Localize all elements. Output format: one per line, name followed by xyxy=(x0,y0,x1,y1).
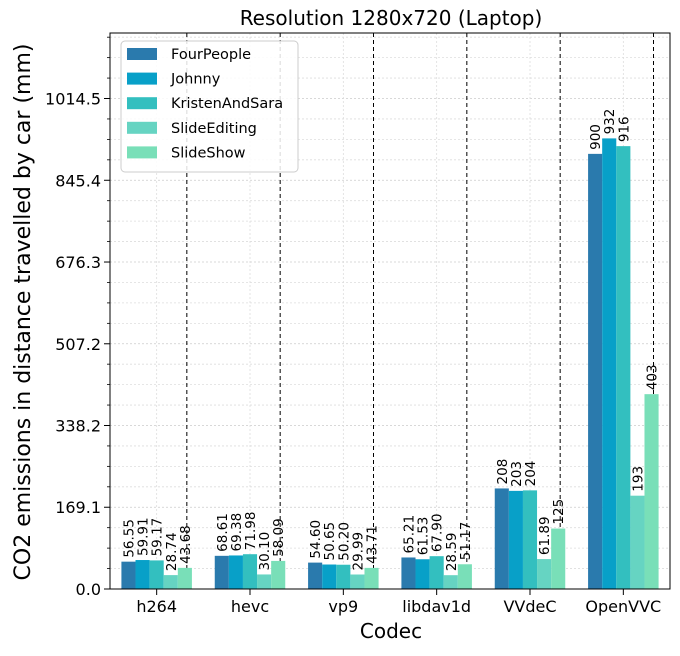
bar xyxy=(415,559,430,589)
bar xyxy=(616,146,631,589)
bar-value-label: 125 xyxy=(551,499,567,525)
bar-value-label: 59.17 xyxy=(150,518,166,557)
bar-value-label: 50.65 xyxy=(322,522,338,561)
bar xyxy=(336,564,351,589)
y-tick-label: 845.4 xyxy=(55,171,101,190)
bar-value-label: 71.98 xyxy=(243,512,259,551)
legend-box xyxy=(120,40,299,173)
bar xyxy=(135,560,150,589)
legend-label: SlideEditing xyxy=(171,121,257,137)
legend-swatch xyxy=(127,146,157,159)
bar xyxy=(271,560,286,589)
bar xyxy=(308,562,323,589)
bars-layer xyxy=(121,138,659,589)
y-tick-label: 0.0 xyxy=(76,580,101,599)
bar xyxy=(443,575,458,589)
bar-value-label: 28.59 xyxy=(444,533,460,572)
x-tick-label: vp9 xyxy=(328,597,358,616)
bar-value-label: 28.74 xyxy=(164,532,180,571)
y-tick-label: 507.2 xyxy=(55,335,101,354)
x-tick-label: h264 xyxy=(136,597,177,616)
bar xyxy=(214,555,229,589)
legend-swatch xyxy=(127,121,157,134)
y-axis-label: CO2 emissions in distance travelled by c… xyxy=(11,44,36,581)
x-tick-label: libdav1d xyxy=(402,597,471,616)
bar-value-label: 403 xyxy=(645,364,661,390)
bar-value-label: 67.90 xyxy=(430,514,446,553)
bar xyxy=(163,575,178,589)
bar xyxy=(228,555,243,589)
legend-label: SlideShow xyxy=(171,145,246,161)
legend-swatch xyxy=(127,72,157,85)
bar xyxy=(242,554,258,589)
bar xyxy=(322,564,337,589)
bar xyxy=(121,561,136,589)
bar-value-label: 58.09 xyxy=(271,518,287,557)
bar-value-label: 43.71 xyxy=(365,525,381,564)
bar xyxy=(494,488,509,589)
bar-value-label: 68.61 xyxy=(215,513,231,552)
bar xyxy=(401,557,416,589)
bar-value-label: 43.68 xyxy=(178,525,194,564)
bar-value-label: 916 xyxy=(616,116,632,142)
legend-swatch xyxy=(127,48,157,60)
bar xyxy=(630,495,645,589)
axes-layer: 0.0 169.1 338.2 507.2 676.3 845.4 1014.5 h264 he… xyxy=(45,32,671,616)
bar xyxy=(522,490,538,589)
bar xyxy=(457,564,472,589)
bar-value-label: 61.53 xyxy=(416,517,432,556)
bar-value-label: 50.20 xyxy=(336,522,352,561)
bar xyxy=(429,556,444,589)
plot-frame xyxy=(109,32,671,590)
y-tick-label: 676.3 xyxy=(55,253,101,272)
y-tick-label: 338.2 xyxy=(55,416,101,435)
x-tick-label: VVdeC xyxy=(503,597,556,616)
bar-value-label: 932 xyxy=(602,109,618,135)
legend-label: FourPeople xyxy=(171,47,251,63)
legend: FourPeople Johnny KristenAndSara SlideEditi… xyxy=(120,40,299,173)
bar-value-label: 29.99 xyxy=(350,532,366,571)
bar-value-label: 900 xyxy=(588,124,604,150)
legend-swatch xyxy=(127,97,157,110)
bar-value-label: 56.55 xyxy=(121,519,137,558)
bar xyxy=(350,574,365,589)
bar-value-label: 65.21 xyxy=(401,515,417,554)
bar xyxy=(644,394,659,589)
x-tick-label: OpenVVC xyxy=(585,597,661,616)
bar-value-label: 203 xyxy=(509,461,525,487)
bar-value-label: 208 xyxy=(495,459,511,485)
bar xyxy=(364,567,379,589)
y-tick-label: 169.1 xyxy=(55,498,101,517)
chart-title: Resolution 1280x720 (Laptop) xyxy=(240,6,543,30)
bar-value-label: 69.38 xyxy=(229,513,245,552)
bar-value-label: 61.89 xyxy=(537,516,553,555)
x-tick-label: hevc xyxy=(231,597,269,616)
bar-value-label: 59.91 xyxy=(136,517,152,556)
y-tick-label: 1014.5 xyxy=(45,90,101,109)
bar xyxy=(257,574,272,589)
legend-label: KristenAndSara xyxy=(171,96,283,112)
bar-value-label: 204 xyxy=(523,461,539,487)
x-axis-label: Codec xyxy=(360,619,422,643)
bar xyxy=(537,559,552,589)
bar xyxy=(508,490,523,589)
bar-value-label: 30.10 xyxy=(257,532,273,571)
bar xyxy=(588,153,603,589)
bar-value-label: 54.60 xyxy=(308,520,324,559)
bar xyxy=(149,560,164,589)
legend-label: Johnny xyxy=(170,72,221,88)
bar xyxy=(177,567,192,589)
bar xyxy=(551,528,566,589)
bar xyxy=(602,138,617,589)
bar-value-label: 51.17 xyxy=(458,522,474,561)
bar-value-label: 193 xyxy=(630,466,646,492)
